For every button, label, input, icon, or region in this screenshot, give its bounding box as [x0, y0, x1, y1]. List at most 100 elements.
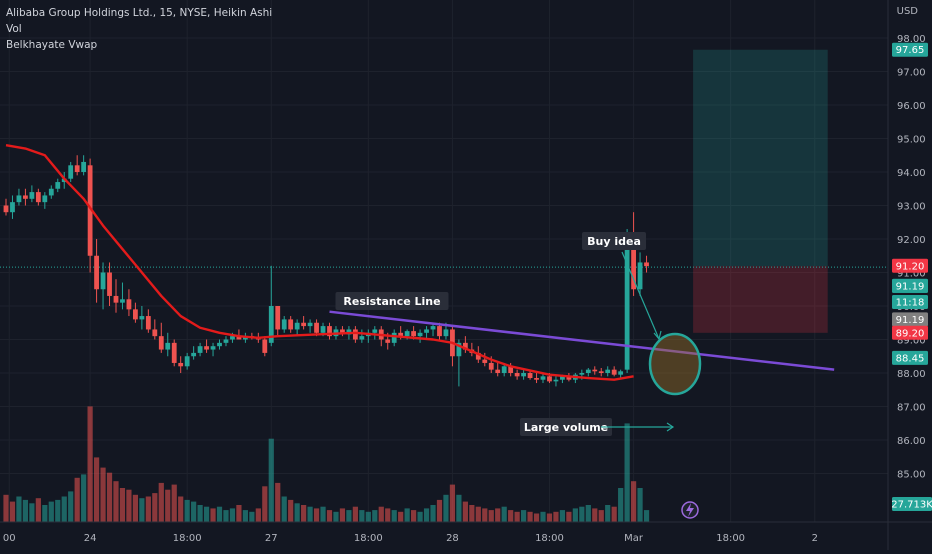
resistance-line-label-box[interactable] — [335, 292, 449, 310]
candle-body[interactable] — [268, 306, 274, 343]
candle-body[interactable] — [191, 352, 197, 357]
candle-body[interactable] — [417, 332, 423, 337]
candle-body[interactable] — [644, 262, 649, 267]
volume-indicator-label[interactable]: Vol — [6, 23, 22, 35]
candle-body[interactable] — [35, 192, 41, 203]
candle-body[interactable] — [204, 346, 209, 350]
candle-body[interactable] — [16, 195, 22, 203]
candle-body[interactable] — [171, 342, 177, 363]
candle-body[interactable] — [126, 299, 132, 310]
candle-body[interactable] — [139, 316, 145, 320]
candle-body[interactable] — [158, 336, 164, 350]
candle-body[interactable] — [398, 332, 404, 337]
candle-body[interactable] — [605, 369, 611, 373]
candle-body[interactable] — [48, 188, 54, 196]
candle-body[interactable] — [443, 329, 449, 337]
candle-body[interactable] — [113, 295, 119, 303]
candle-body[interactable] — [540, 376, 546, 380]
candle-body[interactable] — [566, 376, 572, 380]
candle-body[interactable] — [462, 342, 468, 350]
candle-body[interactable] — [165, 342, 171, 350]
candle-body[interactable] — [501, 366, 507, 373]
candle-body[interactable] — [236, 336, 242, 340]
candle-body[interactable] — [184, 356, 190, 367]
price-axis-badge[interactable] — [892, 325, 928, 340]
candle-body[interactable] — [320, 326, 326, 333]
candle-body[interactable] — [294, 322, 300, 330]
candle-body[interactable] — [178, 362, 184, 367]
candle-body[interactable] — [81, 161, 87, 172]
candle-body[interactable] — [637, 262, 643, 290]
volume-axis-badge[interactable] — [892, 497, 932, 511]
candle-body[interactable] — [514, 373, 520, 377]
candle-body[interactable] — [411, 331, 417, 337]
price-axis-badge[interactable] — [892, 294, 928, 309]
candle-body[interactable] — [29, 192, 35, 199]
candle-body[interactable] — [521, 373, 526, 377]
candle-body[interactable] — [275, 306, 281, 330]
candle-body[interactable] — [55, 182, 61, 189]
large-volume-label-box[interactable] — [520, 418, 612, 436]
resistance-line[interactable] — [329, 310, 835, 371]
candle-body[interactable] — [223, 339, 229, 343]
price-axis-badge[interactable] — [892, 350, 928, 365]
candle-body[interactable] — [68, 165, 74, 179]
candle-body[interactable] — [74, 165, 80, 172]
candle-body[interactable] — [553, 379, 559, 382]
price-axis-badge[interactable] — [892, 278, 928, 293]
candle-body[interactable] — [340, 329, 345, 335]
price-axis-badge[interactable] — [892, 258, 928, 273]
candle-body[interactable] — [23, 195, 28, 199]
candle-body[interactable] — [314, 322, 319, 333]
candle-body[interactable] — [482, 359, 488, 363]
candle-body[interactable] — [145, 316, 151, 330]
candle-body[interactable] — [372, 329, 378, 333]
candle-body[interactable] — [210, 346, 216, 350]
candle-body[interactable] — [385, 339, 391, 343]
candle-body[interactable] — [288, 319, 294, 330]
candle-body[interactable] — [527, 373, 533, 379]
buy-idea-label-box[interactable] — [582, 232, 646, 250]
candle-body[interactable] — [430, 326, 436, 330]
candle-body[interactable] — [3, 205, 9, 213]
vwap-indicator-label[interactable]: Belkhayate Vwap — [6, 39, 98, 51]
candle-body[interactable] — [579, 373, 585, 375]
candle-body[interactable] — [495, 369, 501, 373]
price-axis-badge[interactable] — [892, 312, 928, 327]
candle-body[interactable] — [624, 239, 630, 370]
symbol-title[interactable]: Alibaba Group Holdings Ltd., 15, NYSE, H… — [6, 7, 273, 19]
candle-body[interactable] — [152, 329, 158, 337]
candle-body[interactable] — [301, 322, 307, 327]
highlight-ellipse[interactable] — [648, 332, 702, 396]
candle-body[interactable] — [107, 272, 112, 296]
candle-body[interactable] — [100, 272, 106, 290]
candle-body[interactable] — [488, 362, 494, 370]
candle-body[interactable] — [598, 371, 604, 373]
candle-body[interactable] — [456, 342, 462, 357]
candle-body[interactable] — [10, 202, 15, 213]
candle-body[interactable] — [94, 255, 99, 290]
candle-body[interactable] — [611, 369, 617, 375]
candle-body[interactable] — [534, 378, 539, 380]
candle-body[interactable] — [585, 369, 591, 373]
candle-body[interactable] — [120, 299, 125, 303]
candle-body[interactable] — [592, 369, 598, 372]
candle-body[interactable] — [547, 376, 552, 382]
candle-body[interactable] — [307, 322, 313, 327]
candle-body[interactable] — [281, 319, 287, 330]
candle-body[interactable] — [87, 165, 93, 256]
candle-body[interactable] — [560, 376, 565, 380]
candle-body[interactable] — [133, 309, 138, 320]
candle-body[interactable] — [631, 239, 636, 290]
position-profit-zone[interactable] — [693, 49, 828, 267]
candle-body[interactable] — [262, 339, 268, 353]
price-axis-badge[interactable] — [892, 42, 928, 57]
candle-body[interactable] — [352, 329, 358, 340]
candle-body[interactable] — [197, 346, 203, 353]
candle-body[interactable] — [508, 366, 514, 373]
candle-body[interactable] — [404, 331, 410, 337]
candle-body[interactable] — [327, 326, 332, 337]
candle-body[interactable] — [217, 342, 222, 347]
